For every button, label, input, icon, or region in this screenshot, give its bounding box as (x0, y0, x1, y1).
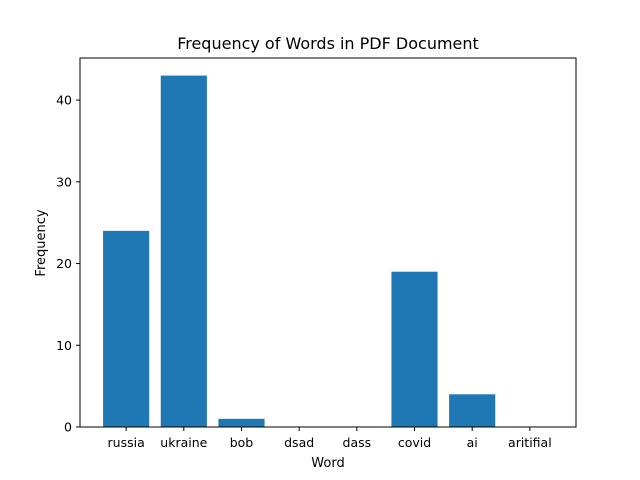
y-ticks-group: 0 10 20 30 40 (56, 93, 80, 435)
plot-frame (79, 57, 577, 428)
y-tick-label: 0 (64, 420, 72, 435)
x-tick-label: russia (108, 435, 145, 450)
x-tick-label: covid (398, 435, 431, 450)
chart-title: Frequency of Words in PDF Document (177, 34, 479, 53)
x-tick-label: ukraine (160, 435, 207, 450)
x-tick-label: dsad (284, 435, 314, 450)
x-tick-label: bob (230, 435, 254, 450)
bar-bob (218, 418, 265, 427)
x-axis-label: Word (311, 456, 344, 471)
bars-group (103, 75, 496, 428)
x-tick-label: dass (343, 435, 372, 450)
bar-ai (449, 394, 496, 427)
y-axis-label: Frequency (34, 209, 49, 276)
x-ticks-group: russia ukraine bob dsad dass covid ai aritifial (108, 427, 552, 450)
bar-covid (391, 271, 438, 427)
y-tick-label: 20 (56, 256, 72, 271)
y-tick-label: 10 (56, 338, 72, 353)
bar-ukraine (160, 75, 207, 428)
y-tick-label: 30 (56, 174, 72, 189)
x-tick-label: aritifial (508, 435, 552, 450)
x-tick-label: ai (467, 435, 478, 450)
bar-russia (103, 230, 150, 427)
y-tick-label: 40 (56, 93, 72, 108)
